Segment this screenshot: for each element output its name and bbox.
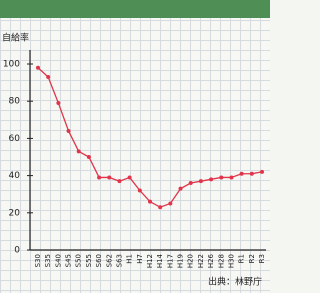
x-tick-label: S62 (105, 254, 113, 267)
x-tick-label: H22 (197, 254, 205, 268)
y-tick-label: 80 (9, 97, 21, 107)
data-point (168, 202, 172, 206)
x-tick-label: S35 (44, 254, 52, 267)
data-point (179, 187, 183, 191)
data-point (128, 175, 132, 179)
x-tick-label: H1 (126, 254, 134, 264)
x-tick-label: H28 (217, 254, 225, 268)
data-point (229, 175, 233, 179)
data-point (240, 172, 244, 176)
x-tick-label: S30 (34, 254, 42, 267)
data-point (107, 175, 111, 179)
x-tick-label: H12 (146, 254, 154, 268)
x-tick-label: R3 (258, 254, 266, 263)
data-point (117, 179, 121, 183)
y-tick-label: 100 (3, 60, 20, 70)
x-tick-label: S50 (75, 254, 83, 267)
data-point (56, 101, 60, 105)
data-point (209, 177, 213, 181)
x-tick-label: H26 (207, 253, 215, 268)
x-tick-label: H17 (166, 254, 174, 268)
data-point (148, 200, 152, 204)
y-tick-label: 0 (14, 246, 20, 256)
data-point (158, 205, 162, 209)
x-tick-label: S55 (85, 254, 93, 267)
y-tick-label: 20 (9, 208, 21, 218)
data-point (67, 129, 71, 133)
data-point (87, 155, 91, 159)
x-tick-label: R1 (238, 254, 246, 263)
x-tick-label: S63 (115, 254, 123, 267)
data-point (250, 172, 254, 176)
x-tick-label: H14 (156, 253, 164, 268)
x-tick-label: H20 (187, 254, 195, 268)
y-tick-label: 40 (9, 171, 21, 181)
data-point (138, 188, 142, 192)
y-tick-label: 60 (9, 134, 21, 144)
data-point (219, 175, 223, 179)
x-tick-label: H30 (227, 254, 235, 268)
x-tick-label: S60 (95, 254, 103, 267)
data-line (38, 68, 262, 208)
data-point (77, 149, 81, 153)
x-tick-label: R2 (248, 254, 256, 263)
data-point (189, 181, 193, 185)
y-axis-label: 自給率 (2, 32, 29, 44)
data-point (97, 175, 101, 179)
x-tick-label: H19 (177, 254, 185, 268)
data-point (36, 66, 40, 70)
data-point (46, 75, 50, 79)
x-tick-label: S40 (54, 254, 62, 267)
source-note: 出典：林野庁 (208, 276, 262, 288)
data-point (199, 179, 203, 183)
data-point (260, 170, 264, 174)
x-tick-label: H7 (136, 254, 144, 264)
x-tick-label: S45 (65, 254, 73, 267)
